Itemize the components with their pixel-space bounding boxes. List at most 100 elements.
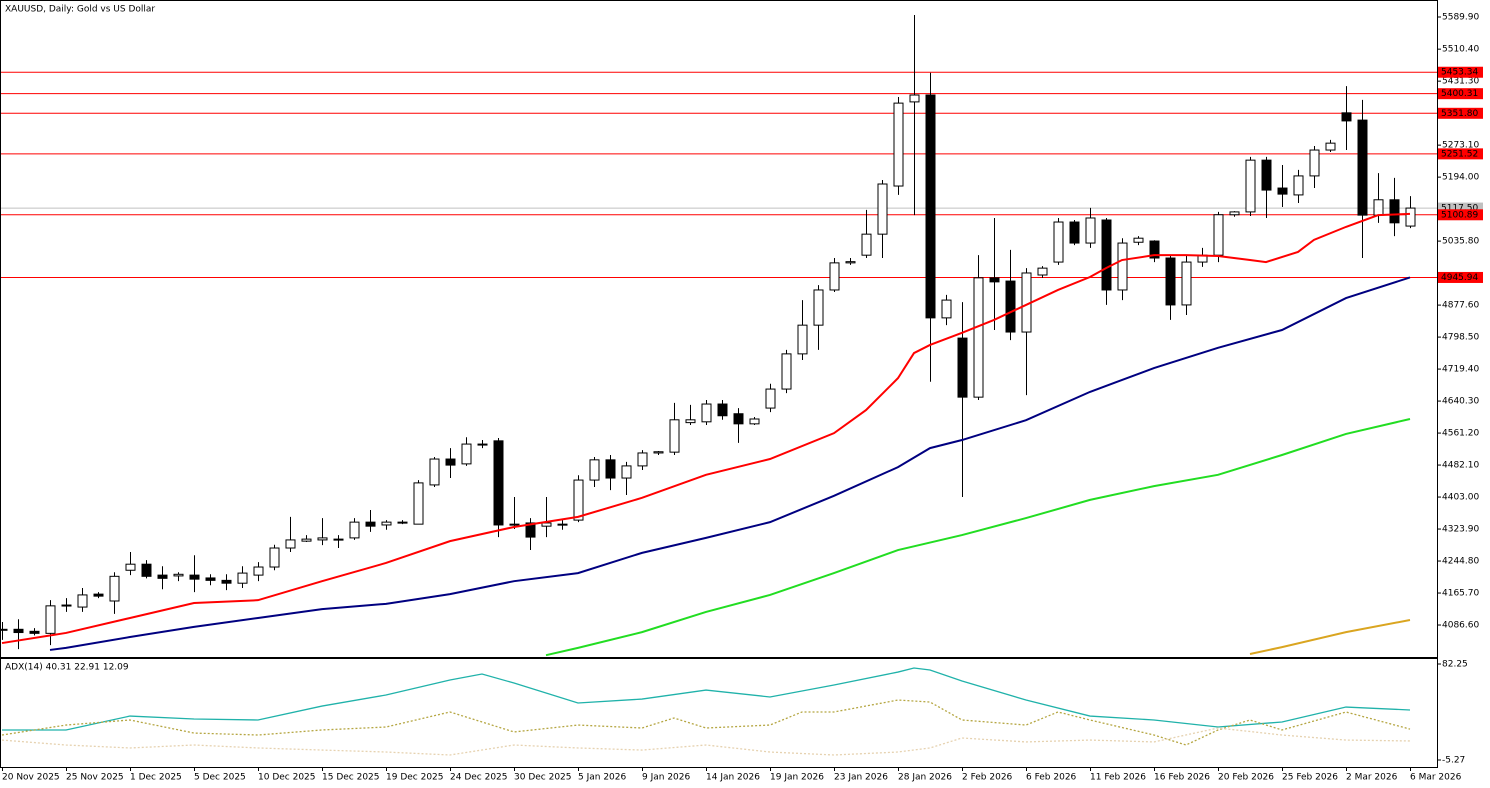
y-tick-label: 5589.90 bbox=[1442, 13, 1479, 23]
candle-body bbox=[29, 630, 40, 634]
y-tick-label: 5431.30 bbox=[1442, 77, 1479, 87]
y-tick-label: 4482.10 bbox=[1442, 461, 1479, 471]
level-label: 4945.94 bbox=[1441, 273, 1478, 283]
candle-body bbox=[157, 574, 168, 579]
candle-body bbox=[1149, 240, 1160, 259]
candle-body bbox=[1341, 112, 1352, 122]
candle-body bbox=[1181, 261, 1192, 306]
y-tick-label: 4640.30 bbox=[1442, 397, 1479, 407]
y-tick-label: 82.25 bbox=[1442, 660, 1468, 670]
candle-body bbox=[1101, 219, 1112, 291]
level-box bbox=[1438, 107, 1483, 119]
candle-body bbox=[365, 521, 376, 527]
axes: 5589.90 5510.40 5431.30 5273.10 5194.00 5035.… bbox=[2, 13, 1483, 783]
y-tick-label: 4165.70 bbox=[1442, 589, 1479, 599]
candle-body bbox=[701, 403, 712, 423]
candle-body bbox=[1117, 242, 1128, 291]
candle-body bbox=[717, 403, 728, 417]
x-tick-label: 25 Feb 2026 bbox=[1282, 773, 1338, 783]
candle-body bbox=[637, 452, 648, 467]
candle-body bbox=[1309, 149, 1320, 177]
level-label: 5251.52 bbox=[1441, 149, 1478, 159]
candle-body bbox=[1005, 280, 1016, 333]
candle-body bbox=[573, 479, 584, 521]
candle-body bbox=[269, 547, 280, 568]
y-tick-label: 4403.00 bbox=[1442, 493, 1479, 503]
candle-body bbox=[1133, 237, 1144, 243]
candle-body bbox=[509, 523, 520, 526]
indicator-line bbox=[545, 418, 1411, 657]
candle-body bbox=[61, 604, 72, 607]
candle-body bbox=[1245, 159, 1256, 213]
y-tick-label: 4244.80 bbox=[1442, 557, 1479, 567]
candle-body bbox=[829, 262, 840, 291]
candle-body bbox=[237, 572, 248, 584]
candle-body bbox=[1325, 142, 1336, 151]
main-plot bbox=[1, 14, 1437, 657]
candle-body bbox=[413, 482, 424, 525]
candle-body bbox=[1357, 119, 1368, 216]
candle-body bbox=[557, 523, 568, 526]
candle-body bbox=[141, 563, 152, 577]
candle-body bbox=[1213, 214, 1224, 256]
candle-body bbox=[1277, 187, 1288, 195]
candle-body bbox=[205, 577, 216, 581]
candle-body bbox=[733, 413, 744, 425]
y-tick-label: 5273.10 bbox=[1442, 141, 1479, 151]
candle-body bbox=[973, 277, 984, 398]
indicator-line bbox=[49, 276, 1411, 651]
candle-body bbox=[333, 538, 344, 541]
y-tick-label: 4561.20 bbox=[1442, 429, 1479, 439]
level-box bbox=[1438, 66, 1483, 78]
indicator-line bbox=[1, 212, 1411, 645]
candle-body bbox=[381, 521, 392, 526]
candle-body bbox=[925, 94, 936, 319]
x-tick-label: 5 Dec 2025 bbox=[194, 773, 246, 783]
x-tick-label: 14 Jan 2026 bbox=[706, 773, 760, 783]
candle-body bbox=[1069, 221, 1080, 244]
candle-body bbox=[429, 458, 440, 486]
candle-body bbox=[13, 628, 24, 634]
x-tick-label: 20 Nov 2025 bbox=[2, 773, 60, 783]
candle-body bbox=[77, 594, 88, 608]
candle-body bbox=[1037, 267, 1048, 276]
candle-body bbox=[301, 538, 312, 542]
candle-body bbox=[45, 605, 56, 634]
indicator-panel bbox=[0, 658, 1438, 768]
x-tick-label: 1 Dec 2025 bbox=[130, 773, 182, 783]
candle-body bbox=[909, 94, 920, 103]
candle-body bbox=[653, 451, 664, 454]
x-tick-label: 11 Feb 2026 bbox=[1090, 773, 1146, 783]
candle-body bbox=[445, 458, 456, 466]
candle-body bbox=[253, 566, 264, 576]
candle-body bbox=[221, 579, 232, 584]
candle-body bbox=[397, 521, 408, 524]
x-tick-label: 24 Dec 2025 bbox=[450, 773, 508, 783]
candle-body bbox=[93, 593, 104, 597]
candle-body bbox=[285, 539, 296, 549]
candle-body bbox=[173, 573, 184, 577]
candle-body bbox=[605, 459, 616, 479]
x-tick-label: 9 Jan 2026 bbox=[642, 773, 690, 783]
candle-body bbox=[781, 353, 792, 390]
x-tick-label: 15 Dec 2025 bbox=[322, 773, 380, 783]
candle-body bbox=[669, 419, 680, 453]
candle-body bbox=[621, 465, 632, 479]
candle-body bbox=[1165, 257, 1176, 306]
y-tick-label: 4798.50 bbox=[1442, 333, 1479, 343]
candle-body bbox=[1261, 159, 1272, 191]
candle-body bbox=[477, 443, 488, 446]
candle-body bbox=[317, 537, 328, 541]
indicator-line bbox=[1, 699, 1411, 746]
candle-body bbox=[1085, 217, 1096, 244]
candle-body bbox=[813, 289, 824, 326]
y-tick-label: 4719.40 bbox=[1442, 365, 1479, 375]
level-label: 5100.89 bbox=[1441, 210, 1478, 220]
candle-body bbox=[525, 522, 536, 538]
candle-body bbox=[765, 388, 776, 409]
x-tick-label: 23 Jan 2026 bbox=[834, 773, 888, 783]
x-tick-label: 30 Dec 2025 bbox=[514, 773, 572, 783]
chart-title: XAUUSD, Daily: Gold vs US Dollar bbox=[5, 5, 155, 15]
indicator-line bbox=[1249, 619, 1411, 655]
